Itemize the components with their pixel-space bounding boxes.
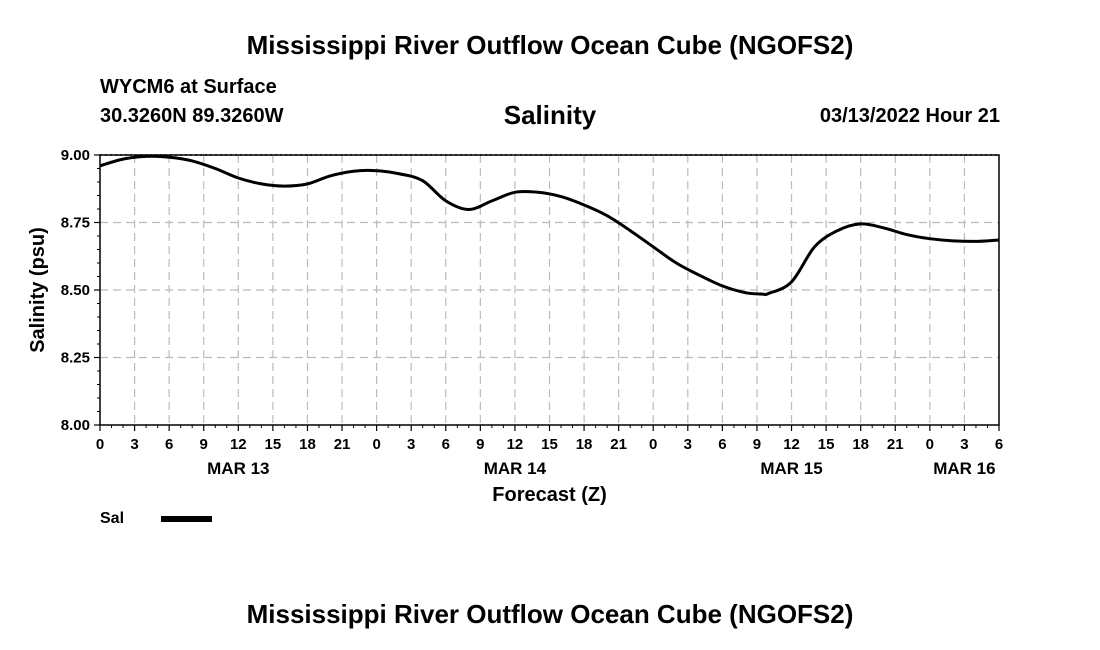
footer-title: Mississippi River Outflow Ocean Cube (NG… xyxy=(246,599,854,629)
x-tick-label: 6 xyxy=(165,436,173,453)
y-tick-label: 9.00 xyxy=(61,147,90,164)
x-tick-label: 21 xyxy=(610,436,627,453)
x-tick-label: 18 xyxy=(852,436,869,453)
series-layer xyxy=(99,154,1000,297)
x-tick-label: 12 xyxy=(507,436,524,453)
legend-label: Sal xyxy=(100,510,125,527)
x-tick-label: 21 xyxy=(334,436,351,453)
x-tick-label: 9 xyxy=(753,436,761,453)
grid-layer xyxy=(100,154,999,425)
x-tick-label: 15 xyxy=(818,436,835,453)
x-tick-label: 0 xyxy=(649,436,657,453)
x-tick-label: 12 xyxy=(783,436,800,453)
x-tick-label: 18 xyxy=(576,436,593,453)
x-tick-label: 0 xyxy=(372,436,380,453)
y-tick-label: 8.00 xyxy=(61,417,90,434)
x-tick-label: 0 xyxy=(96,436,104,453)
x-tick-label: 3 xyxy=(960,436,968,453)
x-tick-label: 6 xyxy=(995,436,1003,453)
x-tick-label: 6 xyxy=(442,436,450,453)
x-tick-label: 3 xyxy=(130,436,138,453)
x-tick-label: 3 xyxy=(407,436,415,453)
x-tick-label: 15 xyxy=(541,436,558,453)
x-tick-label: 3 xyxy=(684,436,692,453)
main-title: Mississippi River Outflow Ocean Cube (NG… xyxy=(246,30,854,60)
station-name: WYCM6 at Surface xyxy=(100,76,277,98)
x-tick-label: 9 xyxy=(200,436,208,453)
series-line-sal xyxy=(99,154,1000,297)
date-label: MAR 14 xyxy=(484,459,547,478)
date-label: MAR 15 xyxy=(760,459,822,478)
chart-title: Salinity xyxy=(503,100,597,130)
x-tick-label: 15 xyxy=(265,436,282,453)
date-label: MAR 16 xyxy=(933,459,995,478)
axis-label-layer: 0 3 6 9 12 15 18 21 0 3 6 9 12 15 18 21 0 3 6 9 12 15 18 21 0 3 6 8… xyxy=(27,147,1003,506)
x-axis-title: Forecast (Z) xyxy=(492,484,606,506)
y-tick-label: 8.75 xyxy=(61,215,90,232)
legend-swatch xyxy=(161,516,212,522)
x-tick-label: 6 xyxy=(718,436,726,453)
x-tick-label: 9 xyxy=(476,436,484,453)
y-tick-label: 8.25 xyxy=(61,350,90,367)
station-coordinates: 30.3260N 89.3260W xyxy=(100,105,284,127)
date-label: MAR 13 xyxy=(207,459,269,478)
x-tick-label: 0 xyxy=(926,436,934,453)
y-tick-label: 8.50 xyxy=(61,282,90,299)
x-tick-label: 18 xyxy=(299,436,316,453)
x-tick-label: 21 xyxy=(887,436,904,453)
x-tick-label: 12 xyxy=(230,436,247,453)
y-axis-title: Salinity (psu) xyxy=(27,227,49,353)
forecast-datetime: 03/13/2022 Hour 21 xyxy=(819,105,1000,127)
tick-layer xyxy=(94,154,1000,431)
plot-frame xyxy=(99,154,1000,426)
